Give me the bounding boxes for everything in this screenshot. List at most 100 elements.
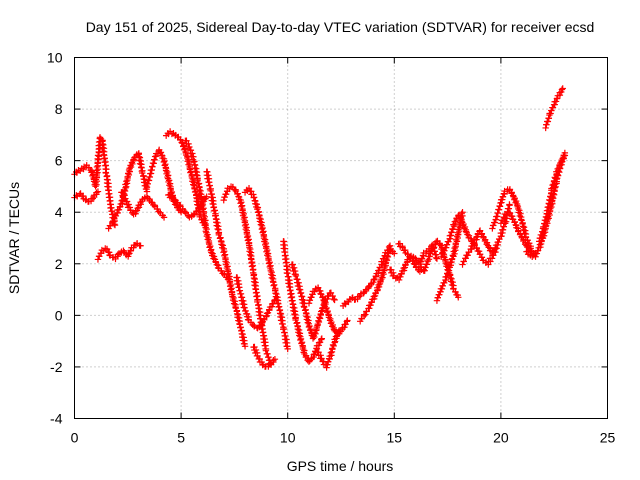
series-sat-n xyxy=(250,343,279,370)
data-point xyxy=(499,226,507,233)
data-point xyxy=(438,253,445,261)
y-tick-label: -2 xyxy=(50,359,63,375)
data-point xyxy=(495,206,502,213)
data-point xyxy=(536,238,543,245)
series-sat-b xyxy=(71,188,102,205)
series-sat-r xyxy=(314,327,343,371)
data-point xyxy=(284,270,291,277)
x-tick-label: 5 xyxy=(177,430,185,446)
data-point xyxy=(422,264,429,271)
data-point xyxy=(134,204,141,212)
data-point xyxy=(114,251,121,258)
data-point xyxy=(362,311,369,318)
data-point xyxy=(99,147,107,155)
series-sat-v xyxy=(395,240,424,275)
data-point xyxy=(496,202,503,210)
data-point xyxy=(268,274,276,282)
series-sat-w xyxy=(416,237,462,301)
series-sat-m xyxy=(241,185,291,353)
data-point xyxy=(193,165,200,172)
data-point xyxy=(248,263,256,270)
data-point xyxy=(335,327,343,335)
data-point xyxy=(397,273,404,280)
data-point xyxy=(296,332,303,339)
data-point xyxy=(331,296,338,304)
data-point xyxy=(290,307,297,314)
y-axis-label: SDTVAR / TECUs xyxy=(6,182,22,294)
data-point xyxy=(330,295,337,303)
data-point xyxy=(391,250,398,257)
data-point xyxy=(185,161,192,168)
data-point xyxy=(251,282,258,289)
y-tick-label: 2 xyxy=(55,256,63,272)
data-point xyxy=(186,143,193,151)
series-sat-i xyxy=(182,137,232,283)
data-point xyxy=(93,189,100,196)
data-point xyxy=(230,300,238,307)
data-point xyxy=(469,242,477,250)
data-point xyxy=(432,254,440,262)
data-point xyxy=(330,342,337,350)
data-point xyxy=(438,285,446,293)
data-point xyxy=(320,299,328,307)
data-point xyxy=(107,204,114,212)
data-points xyxy=(71,85,569,371)
data-point xyxy=(237,324,244,331)
data-point xyxy=(254,298,261,306)
y-tick-label: 0 xyxy=(55,307,63,323)
data-point xyxy=(205,172,212,179)
data-point xyxy=(552,98,560,105)
data-point xyxy=(541,216,549,224)
data-point xyxy=(218,241,225,248)
data-point xyxy=(250,194,257,201)
data-point xyxy=(367,301,374,309)
data-point xyxy=(267,271,275,278)
data-point xyxy=(266,360,273,367)
data-point xyxy=(444,270,451,277)
y-tick-label: 6 xyxy=(55,153,63,169)
data-point xyxy=(559,85,566,92)
data-point xyxy=(436,241,443,248)
y-tick-label: -4 xyxy=(50,411,63,427)
data-point xyxy=(280,326,287,333)
data-point xyxy=(542,213,550,221)
data-point xyxy=(151,156,158,163)
data-point xyxy=(270,357,277,364)
x-tick-label: 20 xyxy=(493,430,509,446)
data-point xyxy=(386,242,394,249)
data-point xyxy=(552,175,559,182)
data-point xyxy=(263,350,271,358)
data-point xyxy=(282,256,289,263)
data-point xyxy=(316,315,324,322)
data-point xyxy=(433,297,441,304)
data-point xyxy=(193,171,200,179)
data-point xyxy=(449,278,456,286)
data-point xyxy=(126,204,134,211)
y-tick-label: 4 xyxy=(55,204,63,220)
data-point xyxy=(138,169,146,177)
data-point xyxy=(145,177,152,184)
data-point xyxy=(149,163,156,170)
data-point xyxy=(287,290,294,298)
data-point xyxy=(549,181,556,189)
series-sat-o xyxy=(280,238,326,365)
data-point xyxy=(478,254,486,261)
data-point xyxy=(213,222,220,229)
data-point xyxy=(541,220,548,227)
data-point xyxy=(204,236,211,243)
data-point xyxy=(93,163,101,171)
x-tick-label: 15 xyxy=(387,430,403,446)
chart-title: Day 151 of 2025, Sidereal Day-to-day VTE… xyxy=(86,19,595,35)
data-point xyxy=(291,304,298,312)
y-tick-label: 10 xyxy=(47,50,63,66)
data-point xyxy=(329,292,336,300)
data-point xyxy=(240,297,247,305)
x-tick-label: 25 xyxy=(600,430,616,446)
data-point xyxy=(207,242,214,250)
data-point xyxy=(497,220,505,227)
data-point xyxy=(309,335,317,342)
data-point xyxy=(146,173,153,181)
data-point xyxy=(108,208,115,215)
data-point xyxy=(300,296,307,304)
data-point xyxy=(305,300,313,307)
